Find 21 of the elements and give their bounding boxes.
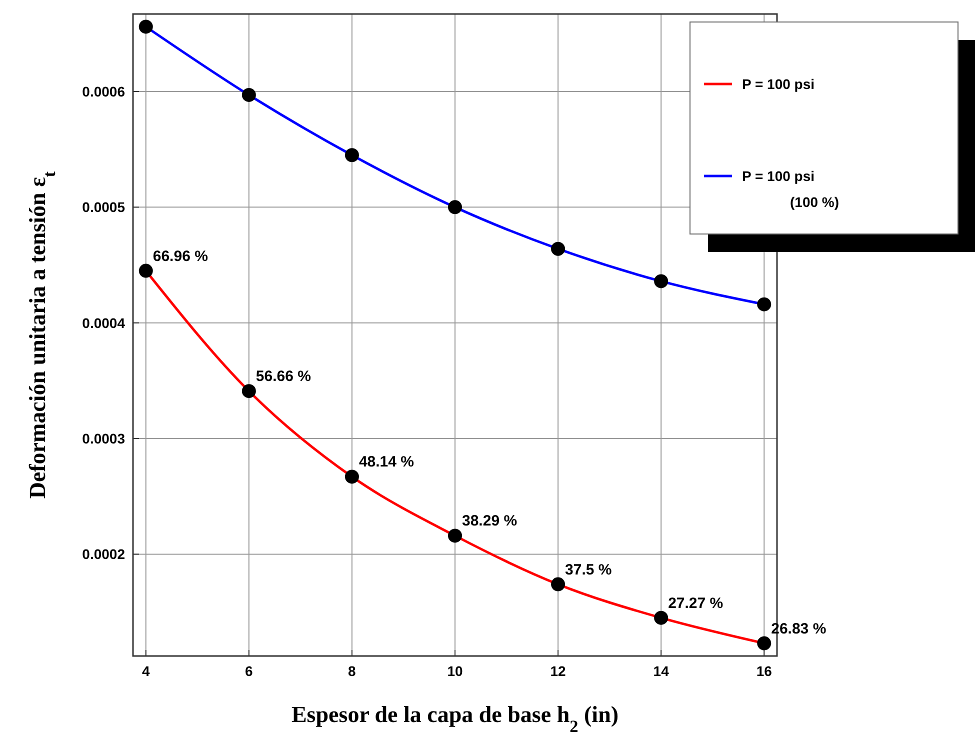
annotation: 37.5 % xyxy=(565,561,612,578)
y-tick-label: 0.0005 xyxy=(82,199,126,216)
x-axis-title: Espesor de la capa de base h$_{2}$ (in) xyxy=(291,702,619,734)
legend-label: P = 100 psi xyxy=(742,76,815,92)
x-tick-label: 12 xyxy=(550,663,566,679)
x-tick-label: 6 xyxy=(245,663,254,679)
annotation: 56.66 % xyxy=(256,368,311,386)
x-tick-label: 10 xyxy=(447,663,463,679)
y-tick-label: 0.0006 xyxy=(82,84,126,100)
y-tick-label: 0.0002 xyxy=(82,546,126,562)
annotation: 38.29 % xyxy=(462,512,518,530)
y-tick-label: 0.0004 xyxy=(82,314,126,331)
annotation: 66.96 % xyxy=(152,248,208,265)
x-tick-label: 4 xyxy=(142,663,150,679)
x-tick-label: 16 xyxy=(756,663,772,679)
annotation: 27.27 % xyxy=(668,594,724,612)
x-tick-label: 8 xyxy=(348,663,356,679)
legend-label: P = 100 psi (100 %) xyxy=(742,168,840,210)
x-tick-label: 14 xyxy=(653,663,670,679)
y-tick-label: 0.0003 xyxy=(82,430,126,447)
annotation: 48.14 % xyxy=(358,454,414,471)
